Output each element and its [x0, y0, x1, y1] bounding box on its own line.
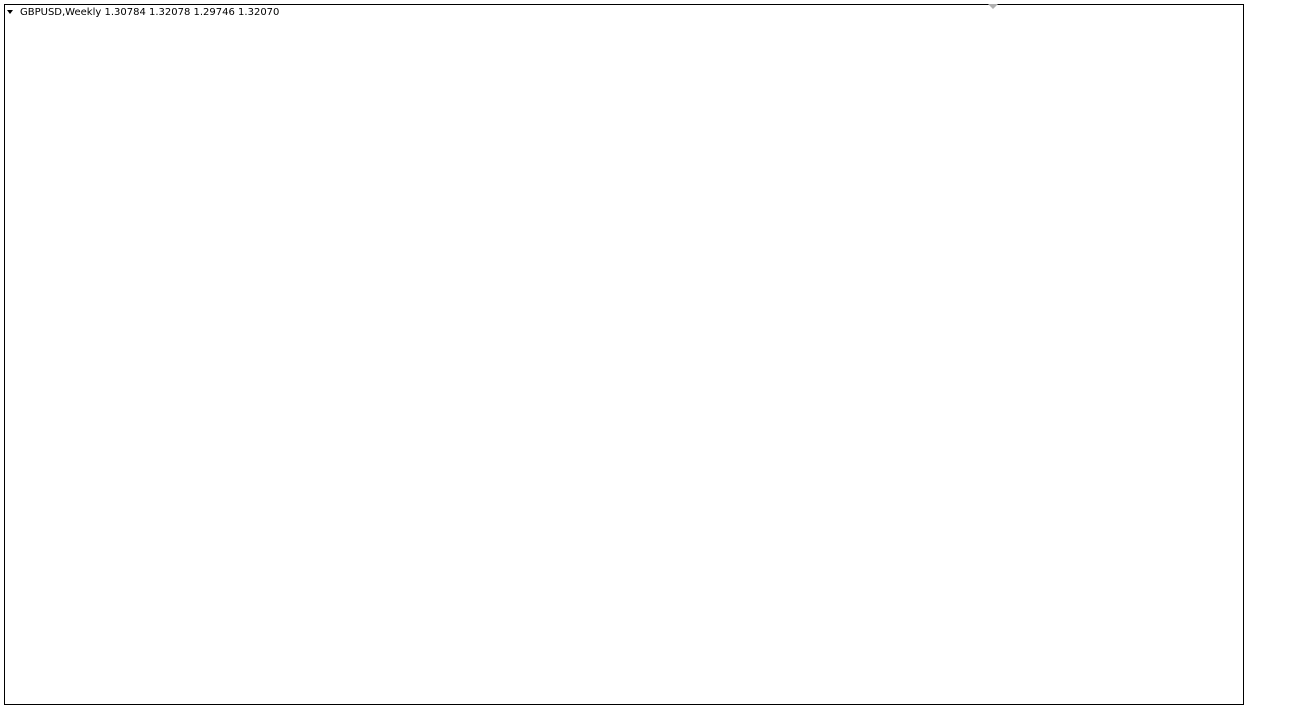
- plot-frame: [4, 4, 1244, 705]
- chart-shift-marker: [988, 4, 998, 9]
- chart-legend: GBPUSD,Weekly 1.30784 1.32078 1.29746 1.…: [20, 7, 279, 18]
- menu-arrow: [7, 10, 13, 14]
